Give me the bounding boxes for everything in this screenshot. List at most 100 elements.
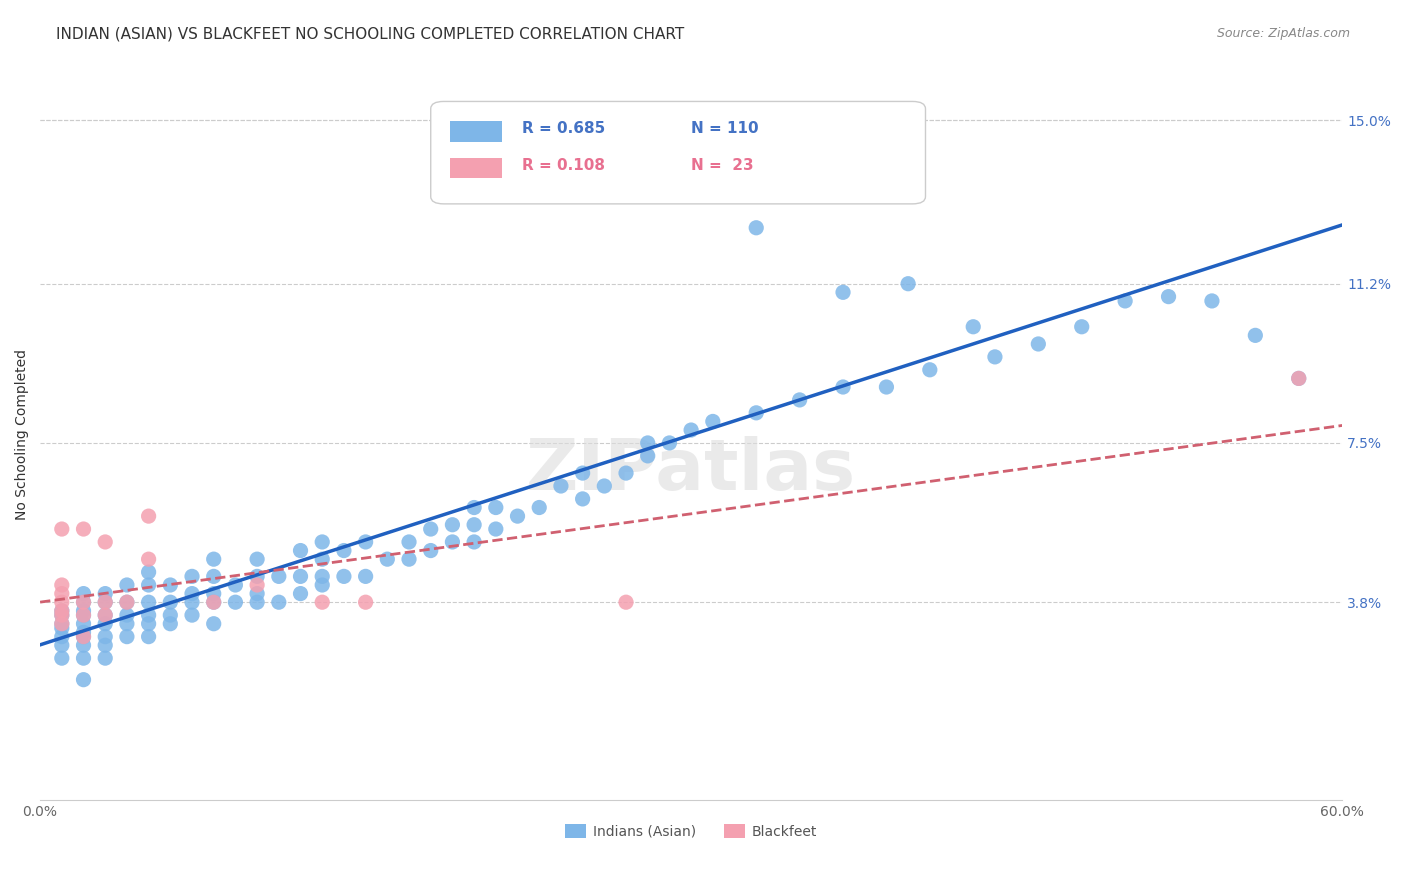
Indians (Asian) [702,135,724,149]
Indians (Asian) [72,651,94,665]
FancyBboxPatch shape [450,158,502,178]
Indians (Asian) [51,630,73,644]
Indians (Asian) [94,651,117,665]
Blackfeet [138,509,160,524]
Indians (Asian) [138,608,160,623]
Indians (Asian) [115,608,138,623]
Text: N =  23: N = 23 [692,159,754,173]
Indians (Asian) [159,608,181,623]
Indians (Asian) [419,522,441,536]
Indians (Asian) [115,578,138,592]
Blackfeet [72,630,94,644]
Text: INDIAN (ASIAN) VS BLACKFEET NO SCHOOLING COMPLETED CORRELATION CHART: INDIAN (ASIAN) VS BLACKFEET NO SCHOOLING… [56,27,685,42]
Indians (Asian) [51,638,73,652]
Indians (Asian) [51,621,73,635]
Indians (Asian) [419,543,441,558]
Blackfeet [51,522,73,536]
Indians (Asian) [832,380,855,394]
Indians (Asian) [94,630,117,644]
Indians (Asian) [159,578,181,592]
Blackfeet [72,522,94,536]
Blackfeet [51,608,73,623]
Blackfeet [51,595,73,609]
Indians (Asian) [181,569,204,583]
Indians (Asian) [246,586,269,600]
Blackfeet [246,578,269,592]
Indians (Asian) [463,517,485,532]
Indians (Asian) [398,552,420,566]
Legend: Indians (Asian), Blackfeet: Indians (Asian), Blackfeet [560,819,823,845]
Blackfeet [51,578,73,592]
Blackfeet [138,552,160,566]
Indians (Asian) [138,595,160,609]
Indians (Asian) [72,616,94,631]
Indians (Asian) [72,586,94,600]
Indians (Asian) [72,625,94,640]
Indians (Asian) [637,449,659,463]
Indians (Asian) [290,569,312,583]
Blackfeet [94,595,117,609]
Indians (Asian) [267,569,290,583]
Indians (Asian) [398,535,420,549]
Blackfeet [202,595,225,609]
Indians (Asian) [702,414,724,428]
Indians (Asian) [485,500,508,515]
Text: N = 110: N = 110 [692,121,759,136]
Indians (Asian) [267,595,290,609]
Indians (Asian) [202,616,225,631]
Indians (Asian) [246,552,269,566]
Indians (Asian) [1244,328,1267,343]
Indians (Asian) [1070,319,1092,334]
Indians (Asian) [51,604,73,618]
Blackfeet [94,535,117,549]
Indians (Asian) [202,586,225,600]
Indians (Asian) [1114,293,1136,308]
Text: Source: ZipAtlas.com: Source: ZipAtlas.com [1216,27,1350,40]
Blackfeet [51,616,73,631]
Indians (Asian) [181,595,204,609]
Indians (Asian) [593,479,616,493]
Indians (Asian) [485,522,508,536]
Indians (Asian) [550,479,572,493]
Blackfeet [72,608,94,623]
Indians (Asian) [115,616,138,631]
Indians (Asian) [202,569,225,583]
Indians (Asian) [637,436,659,450]
Text: R = 0.108: R = 0.108 [522,159,605,173]
Indians (Asian) [918,363,941,377]
Indians (Asian) [506,509,529,524]
Indians (Asian) [875,380,897,394]
Indians (Asian) [51,616,73,631]
Indians (Asian) [745,406,768,420]
Indians (Asian) [72,630,94,644]
Indians (Asian) [138,565,160,579]
Blackfeet [614,595,637,609]
Indians (Asian) [72,608,94,623]
Indians (Asian) [311,552,333,566]
Indians (Asian) [441,535,464,549]
Indians (Asian) [333,543,356,558]
Blackfeet [115,595,138,609]
Indians (Asian) [246,595,269,609]
Indians (Asian) [202,595,225,609]
FancyBboxPatch shape [450,121,502,142]
Indians (Asian) [311,569,333,583]
Indians (Asian) [529,500,551,515]
Indians (Asian) [897,277,920,291]
Indians (Asian) [138,630,160,644]
Indians (Asian) [962,319,984,334]
Indians (Asian) [463,535,485,549]
Indians (Asian) [463,500,485,515]
Indians (Asian) [115,630,138,644]
Indians (Asian) [72,673,94,687]
Indians (Asian) [138,616,160,631]
Indians (Asian) [789,392,811,407]
Indians (Asian) [375,552,398,566]
Indians (Asian) [94,595,117,609]
Indians (Asian) [94,638,117,652]
Indians (Asian) [311,535,333,549]
Indians (Asian) [441,517,464,532]
Indians (Asian) [51,651,73,665]
Indians (Asian) [72,595,94,609]
Blackfeet [94,608,117,623]
